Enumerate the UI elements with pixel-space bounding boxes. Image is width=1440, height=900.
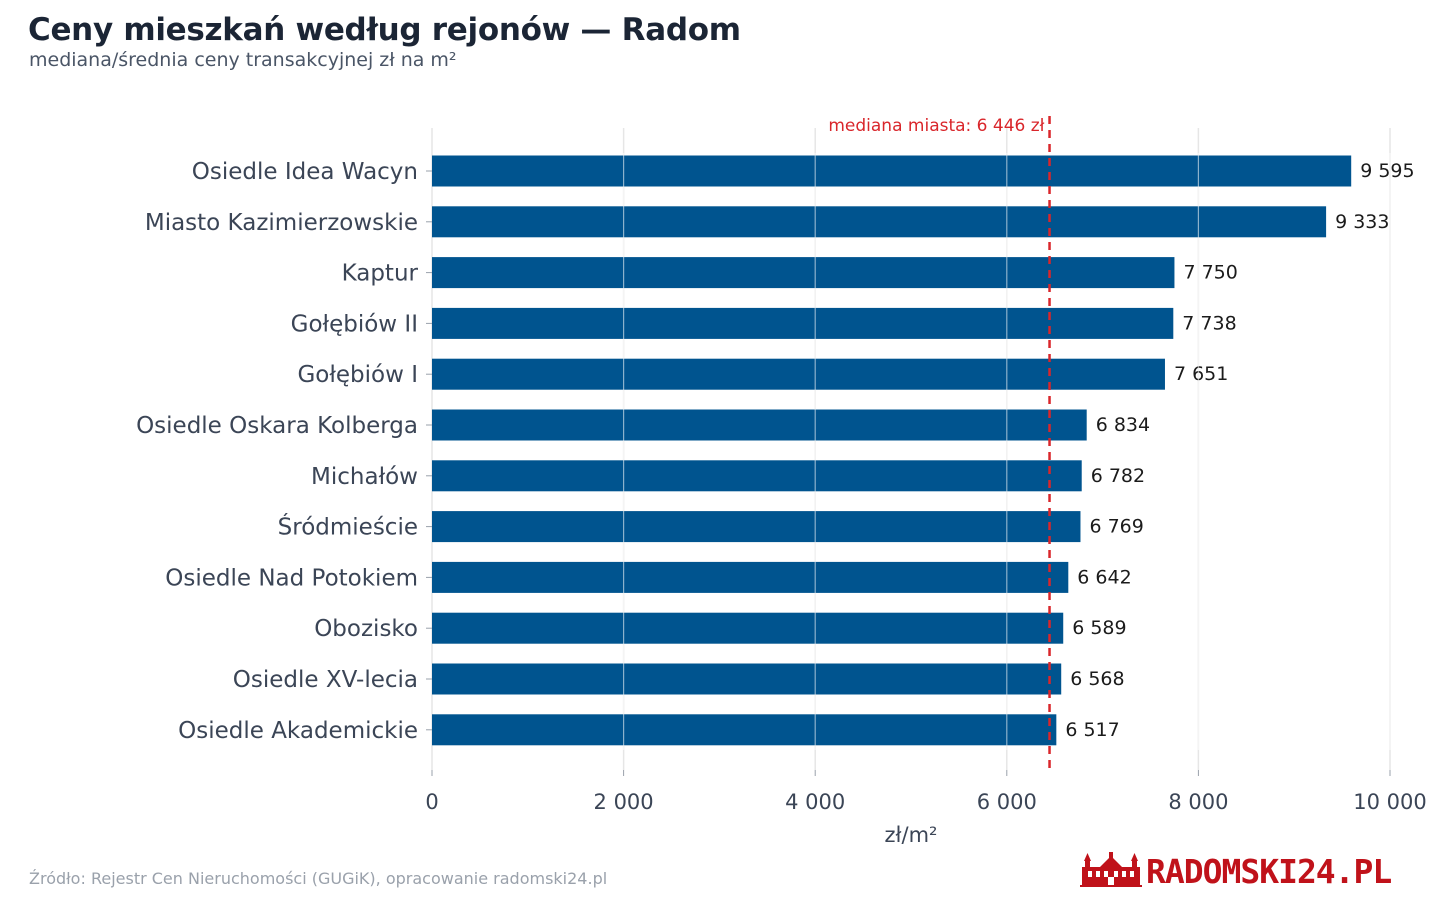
y-tick-label: Gołębiów II xyxy=(291,311,418,337)
x-tick-label: 0 xyxy=(425,790,438,814)
value-label: 7 738 xyxy=(1182,312,1236,334)
y-tick-label: Osiedle XV-lecia xyxy=(233,667,418,693)
bar-2 xyxy=(432,257,1175,289)
bar-5 xyxy=(432,409,1087,441)
source-note: Źródło: Rejestr Cen Nieruchomości (GUGiK… xyxy=(29,869,608,888)
y-tick-label: Gołębiów I xyxy=(297,362,418,388)
y-tick-label: Michałów xyxy=(311,464,418,490)
median-label: mediana miasta: 6 446 zł xyxy=(828,116,1044,136)
value-label: 9 333 xyxy=(1335,211,1389,233)
y-tick-label: Osiedle Akademickie xyxy=(178,718,418,744)
value-label: 6 589 xyxy=(1072,617,1126,639)
value-label: 6 568 xyxy=(1070,668,1124,690)
radomski24-logo[interactable]: RADOMSKI24.PL xyxy=(1080,850,1412,891)
logo-text: RADOMSKI24.PL xyxy=(1146,852,1392,891)
x-tick-label: 2 000 xyxy=(594,790,654,814)
chart-title: Ceny mieszkań według rejonów — Radom xyxy=(28,12,741,48)
x-tick-label: 6 000 xyxy=(977,790,1037,814)
y-tick-label: Miasto Kazimierzowskie xyxy=(145,210,418,236)
value-label: 6 834 xyxy=(1096,414,1150,436)
town-hall-icon xyxy=(1080,852,1142,887)
x-axis-label: zł/m² xyxy=(885,823,938,847)
bar-3 xyxy=(432,307,1174,339)
y-tick-label: Śródmieście xyxy=(278,513,418,541)
value-label: 9 595 xyxy=(1360,160,1414,182)
value-label: 7 651 xyxy=(1174,363,1228,385)
bar-8 xyxy=(432,561,1069,593)
y-tick-label: Osiedle Nad Potokiem xyxy=(165,565,418,591)
chart-subtitle: mediana/średnia ceny transakcyjnej zł na… xyxy=(29,49,457,71)
bar-1 xyxy=(432,206,1327,238)
value-label: 6 769 xyxy=(1089,516,1143,538)
bar-4 xyxy=(432,358,1165,390)
x-tick-label: 4 000 xyxy=(785,790,845,814)
value-label: 6 642 xyxy=(1077,566,1131,588)
y-tick-label: Osiedle Oskara Kolberga xyxy=(136,413,418,439)
x-tick-label: 8 000 xyxy=(1168,790,1228,814)
y-tick-label: Kaptur xyxy=(342,261,419,287)
y-tick-label: Osiedle Idea Wacyn xyxy=(192,159,418,185)
bar-0 xyxy=(432,155,1352,187)
value-label: 6 782 xyxy=(1091,465,1145,487)
bar-10 xyxy=(432,663,1062,695)
bar-6 xyxy=(432,460,1082,492)
value-label: 6 517 xyxy=(1065,719,1119,741)
bar-9 xyxy=(432,612,1064,644)
bar-7 xyxy=(432,511,1081,543)
bar-11 xyxy=(432,714,1057,746)
y-tick-label: Obozisko xyxy=(314,616,418,642)
x-tick-label: 10 000 xyxy=(1353,790,1426,814)
value-label: 7 750 xyxy=(1183,262,1237,284)
